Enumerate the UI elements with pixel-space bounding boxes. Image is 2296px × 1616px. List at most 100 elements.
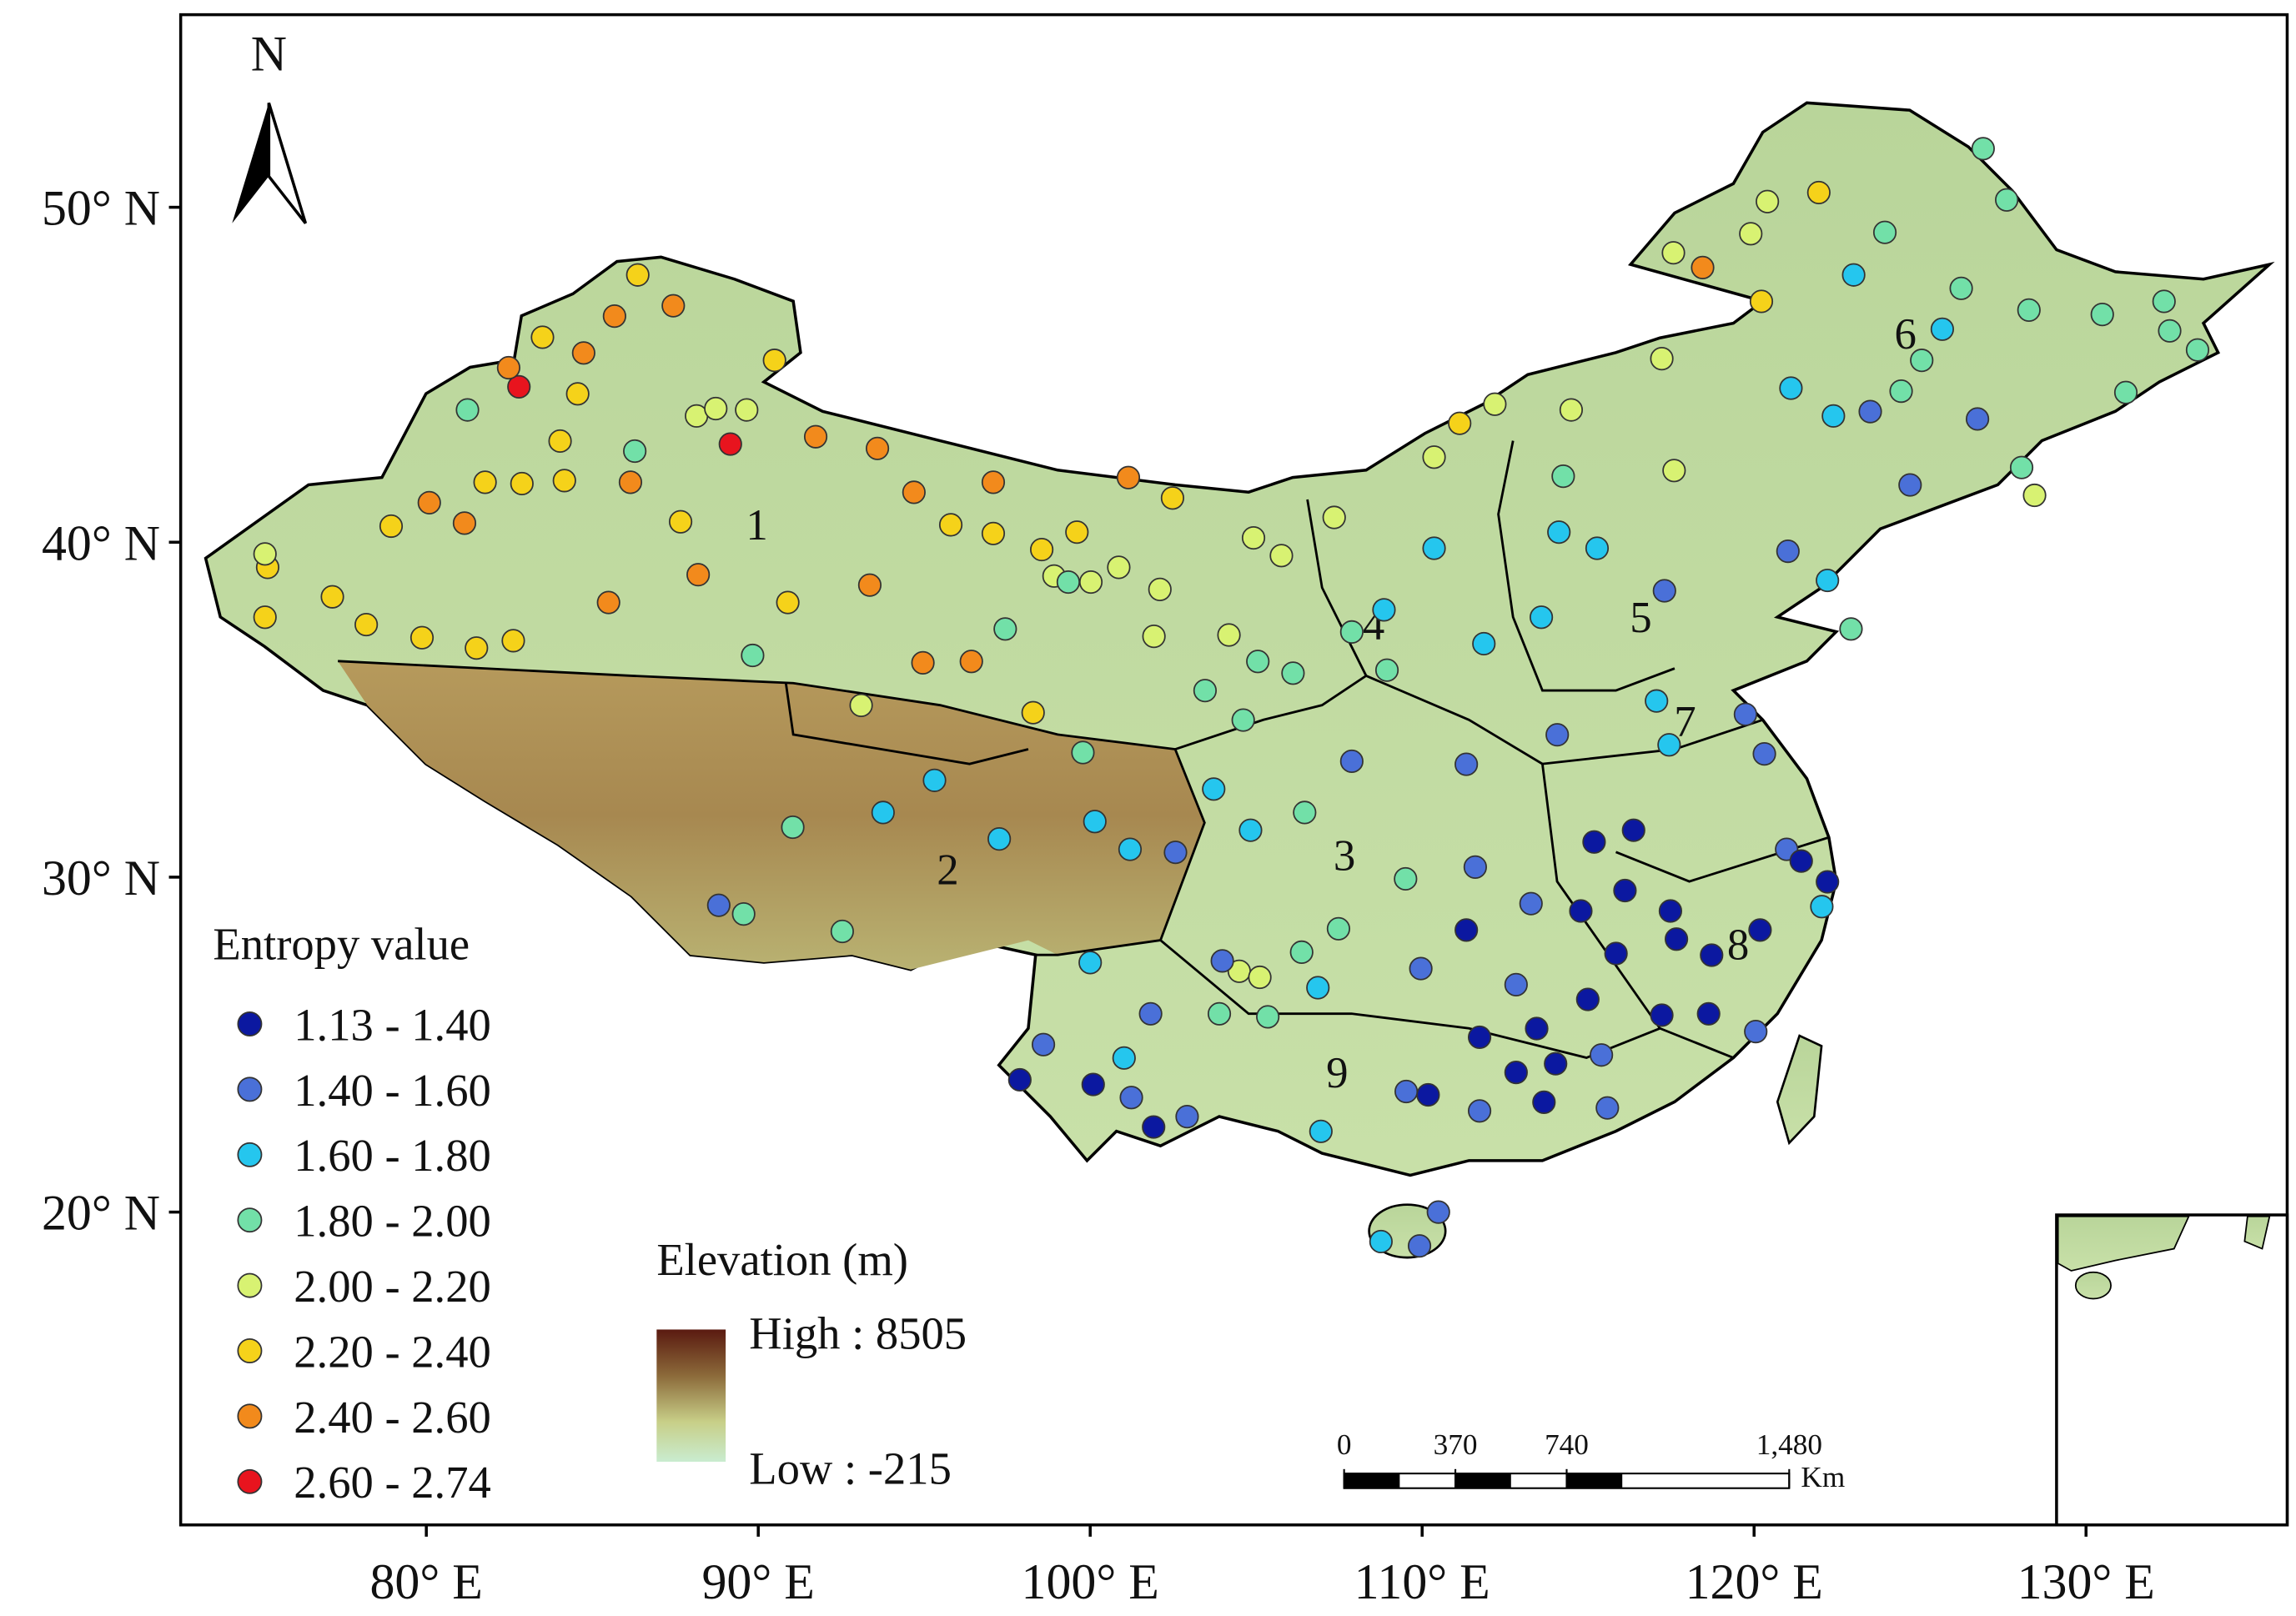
station-point: [1483, 392, 1507, 416]
y-tick-label: 50° N: [42, 181, 160, 236]
legend-swatch: [237, 1403, 263, 1429]
station-point: [1202, 777, 1226, 801]
legend-label: 2.20 - 2.40: [294, 1326, 491, 1377]
station-point: [1613, 878, 1637, 903]
station-point: [1733, 702, 1757, 726]
station-point: [741, 643, 765, 668]
station-point: [2009, 455, 2034, 479]
legend-label: 2.60 - 2.74: [294, 1457, 491, 1508]
station-point: [987, 827, 1012, 851]
station-point: [1193, 679, 1218, 703]
station-point: [253, 542, 277, 566]
station-point: [1422, 536, 1446, 560]
station-point: [1175, 1105, 1199, 1129]
y-tick-label: 20° N: [42, 1186, 160, 1241]
station-point: [473, 470, 497, 494]
station-point: [1071, 740, 1095, 765]
station-point: [1841, 263, 1866, 287]
station-point: [1806, 180, 1831, 205]
y-tick-label: 30° N: [42, 851, 160, 906]
legend-label: 1.80 - 2.00: [294, 1196, 491, 1247]
station-point: [1691, 255, 1715, 279]
station-point: [618, 470, 643, 494]
x-tick-label: 120° E: [1686, 1554, 1823, 1609]
legend-swatch: [237, 1207, 263, 1233]
region-label: 3: [1334, 831, 1355, 880]
station-point: [1559, 398, 1584, 422]
station-point: [2017, 298, 2041, 322]
station-point: [849, 693, 873, 717]
station-point: [1394, 866, 1418, 891]
station-point: [1007, 1067, 1032, 1092]
station-point: [1585, 536, 1610, 560]
station-point: [1394, 1079, 1419, 1104]
station-point: [718, 432, 742, 456]
station-point: [1756, 189, 1780, 213]
station-point: [1664, 927, 1689, 951]
station-point: [1029, 537, 1054, 562]
station-point: [1056, 570, 1081, 595]
stations: [253, 137, 2210, 1258]
station-point: [1078, 951, 1103, 975]
scale-segment: [1344, 1473, 1400, 1488]
station-point: [1816, 870, 1840, 894]
station-point: [1409, 956, 1433, 981]
station-point: [596, 590, 620, 615]
station-point: [625, 263, 650, 287]
station-point: [1374, 658, 1399, 682]
station-point: [455, 398, 480, 422]
station-point: [1339, 749, 1364, 774]
legend-label: 1.40 - 1.60: [294, 1065, 491, 1116]
station-point: [379, 514, 404, 539]
station-point: [1658, 899, 1683, 923]
station-point: [1454, 752, 1479, 776]
station-point: [548, 429, 572, 454]
station-point: [1898, 473, 1922, 497]
station-point: [320, 585, 344, 609]
station-point: [409, 625, 435, 650]
x-tick-label: 80° E: [369, 1554, 482, 1609]
region-label: 6: [1895, 310, 1917, 359]
station-point: [2022, 483, 2047, 508]
station-point: [2113, 380, 2138, 404]
station-point: [1569, 899, 1593, 923]
station-point: [1544, 1051, 1568, 1076]
station-point: [1872, 220, 1897, 244]
station-point: [1467, 1025, 1492, 1050]
station-point: [2158, 319, 2182, 343]
station-point: [1744, 1020, 1768, 1044]
station-point: [1065, 520, 1089, 545]
station-point: [735, 398, 759, 422]
station-point: [565, 382, 590, 406]
scale-segment: [1455, 1473, 1511, 1488]
station-point: [830, 919, 854, 944]
station-point: [1369, 1229, 1393, 1254]
scale-unit: Km: [1801, 1461, 1845, 1493]
station-point: [1657, 733, 1681, 757]
station-point: [1551, 464, 1575, 489]
station-point: [2152, 289, 2176, 314]
station-point: [1525, 1016, 1549, 1041]
region-label: 1: [746, 501, 767, 550]
station-point: [902, 480, 926, 504]
station-point: [1248, 965, 1272, 990]
station-point: [871, 800, 895, 825]
station-point: [1748, 918, 1772, 942]
station-point: [1582, 830, 1606, 854]
x-tick-label: 100° E: [1022, 1554, 1159, 1609]
station-point: [510, 471, 534, 496]
station-point: [1661, 241, 1686, 265]
station-point: [1652, 579, 1676, 603]
station-point: [1078, 570, 1103, 595]
station-point: [731, 902, 756, 926]
station-point: [922, 768, 947, 792]
scale-label: 1,480: [1756, 1428, 1822, 1461]
station-point: [1467, 1099, 1492, 1123]
station-point: [465, 636, 489, 660]
station-point: [253, 605, 277, 630]
station-point: [1326, 916, 1351, 941]
station-point: [1910, 349, 1934, 373]
station-point: [1621, 818, 1645, 842]
station-point: [1112, 1046, 1136, 1070]
legend-swatch: [237, 1338, 263, 1363]
